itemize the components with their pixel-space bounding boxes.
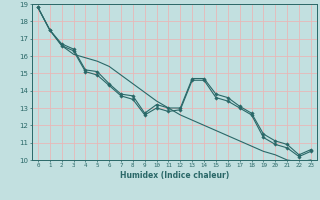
X-axis label: Humidex (Indice chaleur): Humidex (Indice chaleur) (120, 171, 229, 180)
